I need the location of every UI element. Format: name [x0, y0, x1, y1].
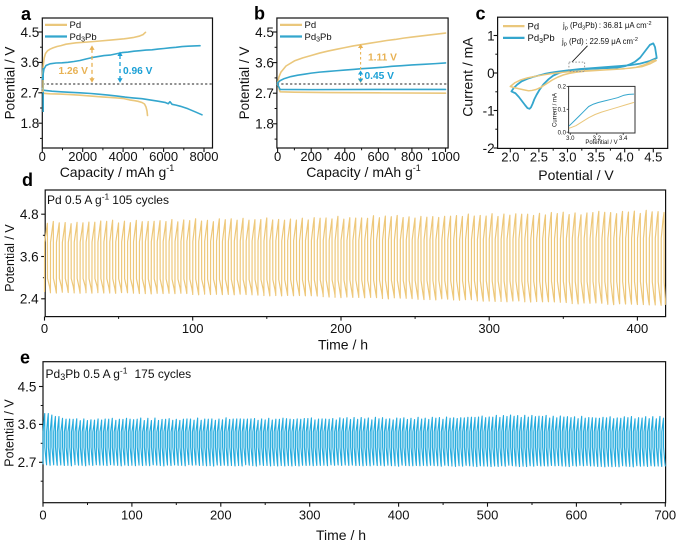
svg-text:4.8: 4.8 — [20, 207, 39, 222]
svg-text:0.1: 0.1 — [558, 108, 567, 114]
svg-text:800: 800 — [401, 149, 423, 164]
svg-text:Current / mA: Current / mA — [460, 37, 476, 117]
svg-text:0.2: 0.2 — [558, 85, 567, 91]
svg-text:3.6: 3.6 — [21, 55, 40, 70]
svg-text:jp (Pd3Pb): 36.81 μA cm-2: jp (Pd3Pb): 36.81 μA cm-2 — [562, 21, 652, 32]
svg-text:400: 400 — [388, 508, 410, 523]
svg-text:600: 600 — [566, 508, 588, 523]
svg-text:3.4: 3.4 — [619, 136, 628, 142]
svg-text:0.45 V: 0.45 V — [365, 71, 395, 82]
svg-text:4.5: 4.5 — [255, 25, 274, 40]
svg-text:1000: 1000 — [431, 149, 460, 164]
svg-text:Potential / V: Potential / V — [585, 140, 617, 146]
svg-text:1.11 V: 1.11 V — [368, 53, 397, 64]
svg-text:3.2: 3.2 — [593, 136, 602, 142]
svg-text:Time / h: Time / h — [316, 527, 366, 543]
svg-text:2.5: 2.5 — [530, 150, 548, 165]
svg-text:600: 600 — [368, 149, 390, 164]
svg-text:400: 400 — [627, 321, 649, 336]
svg-text:3.5: 3.5 — [587, 150, 605, 165]
svg-text:0: 0 — [274, 149, 281, 164]
svg-text:a: a — [21, 4, 32, 24]
svg-text:b: b — [254, 4, 265, 24]
svg-text:4.5: 4.5 — [644, 150, 662, 165]
svg-text:1: 1 — [487, 28, 495, 43]
svg-text:Pd: Pd — [70, 20, 82, 31]
svg-text:Pd3Pb: Pd3Pb — [528, 33, 555, 45]
svg-text:Pd: Pd — [305, 20, 317, 31]
svg-text:100: 100 — [182, 321, 204, 336]
svg-text:400: 400 — [334, 149, 356, 164]
svg-text:100: 100 — [121, 508, 143, 523]
svg-text:8000: 8000 — [190, 149, 219, 164]
svg-text:200: 200 — [300, 149, 322, 164]
svg-text:4.5: 4.5 — [18, 379, 37, 394]
svg-text:Time / h: Time / h — [318, 337, 368, 353]
svg-text:300: 300 — [478, 321, 500, 336]
svg-text:300: 300 — [299, 508, 321, 523]
svg-text:200: 200 — [210, 508, 232, 523]
svg-text:6000: 6000 — [149, 149, 178, 164]
svg-text:0: 0 — [41, 321, 48, 336]
svg-text:200: 200 — [330, 321, 352, 336]
svg-text:2000: 2000 — [68, 149, 97, 164]
svg-text:700: 700 — [654, 508, 676, 523]
svg-text:0: 0 — [487, 66, 495, 81]
svg-text:Pd3Pb: Pd3Pb — [70, 32, 97, 44]
svg-text:Potential / V: Potential / V — [538, 167, 614, 183]
svg-text:4.0: 4.0 — [616, 150, 634, 165]
svg-text:Pd: Pd — [528, 21, 540, 32]
svg-text:d: d — [22, 170, 33, 190]
svg-text:Capacity / mAh g-1: Capacity / mAh g-1 — [60, 163, 175, 180]
svg-text:Pd3Pb: Pd3Pb — [305, 32, 332, 44]
svg-text:-1: -1 — [483, 103, 495, 118]
svg-text:2.4: 2.4 — [20, 292, 39, 307]
svg-text:Current / mA: Current / mA — [553, 93, 559, 127]
svg-text:4000: 4000 — [109, 149, 138, 164]
svg-text:2.7: 2.7 — [21, 86, 40, 101]
svg-text:3.0: 3.0 — [566, 136, 575, 142]
svg-text:Potential / V: Potential / V — [3, 224, 17, 292]
svg-text:2.7: 2.7 — [255, 86, 274, 101]
svg-text:c: c — [476, 4, 486, 24]
svg-text:0.96 V: 0.96 V — [123, 66, 153, 77]
svg-text:4.5: 4.5 — [21, 25, 40, 40]
svg-text:2.7: 2.7 — [18, 455, 37, 470]
svg-text:3.6: 3.6 — [18, 417, 37, 432]
svg-text:1.26 V: 1.26 V — [59, 66, 89, 77]
svg-text:Capacity / mAh g-1: Capacity / mAh g-1 — [306, 163, 421, 180]
svg-text:-2: -2 — [483, 141, 495, 156]
svg-text:0: 0 — [39, 508, 46, 523]
svg-text:3.6: 3.6 — [20, 249, 39, 264]
svg-text:2.0: 2.0 — [501, 150, 519, 165]
svg-text:1.8: 1.8 — [255, 117, 274, 132]
svg-text:500: 500 — [477, 508, 499, 523]
svg-text:Potential / V: Potential / V — [3, 47, 18, 120]
svg-text:jp (Pd): 22.59 μA cm-2: jp (Pd): 22.59 μA cm-2 — [561, 37, 638, 48]
svg-text:Potential / V: Potential / V — [237, 47, 252, 120]
svg-text:1.8: 1.8 — [21, 116, 40, 131]
svg-text:3.6: 3.6 — [255, 55, 274, 70]
svg-text:0: 0 — [39, 149, 46, 164]
svg-text:3.0: 3.0 — [558, 150, 576, 165]
svg-text:Potential / V: Potential / V — [3, 399, 17, 467]
svg-text:0.0: 0.0 — [558, 130, 567, 136]
svg-text:e: e — [20, 348, 30, 368]
